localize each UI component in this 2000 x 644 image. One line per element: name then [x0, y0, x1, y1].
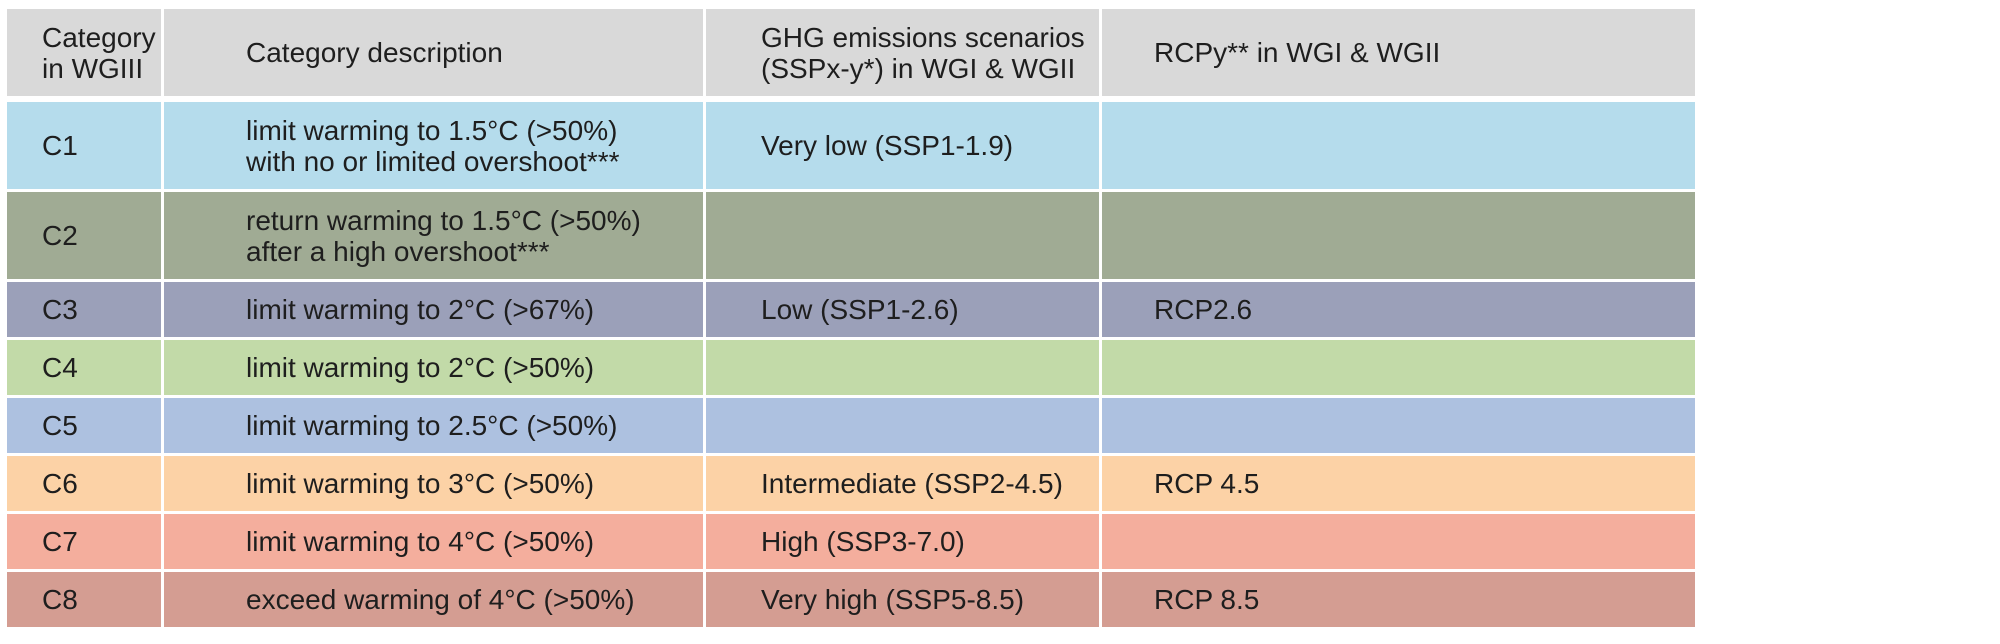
table-row: C4 limit warming to 2°C (>50%): [7, 340, 1695, 398]
rcp-cell: RCP 8.5: [1102, 572, 1695, 630]
category-description-cell: limit warming to 2.5°C (>50%): [164, 398, 706, 456]
ghg-scenario-cell: Very low (SSP1-1.9): [706, 102, 1102, 192]
rcp-cell: RCP 4.5: [1102, 456, 1695, 514]
category-description-cell: limit warming to 3°C (>50%): [164, 456, 706, 514]
header-rcp: RCPy** in WGI & WGII: [1102, 9, 1695, 102]
header-description: Category description: [164, 9, 706, 102]
rcp-cell: RCP2.6: [1102, 282, 1695, 340]
table-row: C3 limit warming to 2°C (>67%) Low (SSP1…: [7, 282, 1695, 340]
category-description-cell: exceed warming of 4°C (>50%): [164, 572, 706, 630]
ghg-scenario-cell: Low (SSP1-2.6): [706, 282, 1102, 340]
category-description-cell: return warming to 1.5°C (>50%) after a h…: [164, 192, 706, 282]
ghg-scenario-cell: High (SSP3-7.0): [706, 514, 1102, 572]
category-description-cell: limit warming to 2°C (>67%): [164, 282, 706, 340]
ghg-scenario-cell: Intermediate (SSP2-4.5): [706, 456, 1102, 514]
rcp-cell: [1102, 102, 1695, 192]
category-code-cell: C4: [7, 340, 164, 398]
category-description-cell: limit warming to 1.5°C (>50%) with no or…: [164, 102, 706, 192]
category-code-cell: C3: [7, 282, 164, 340]
category-description-cell: limit warming to 2°C (>50%): [164, 340, 706, 398]
table-row: C8 exceed warming of 4°C (>50%) Very hig…: [7, 572, 1695, 630]
header-category: Category in WGIII: [7, 9, 164, 102]
category-code-cell: C7: [7, 514, 164, 572]
header-row: Category in WGIII Category description G…: [7, 9, 1695, 102]
category-code-cell: C6: [7, 456, 164, 514]
table-header: Category in WGIII Category description G…: [7, 9, 1695, 102]
table-row: C1 limit warming to 1.5°C (>50%) with no…: [7, 102, 1695, 192]
table-body: C1 limit warming to 1.5°C (>50%) with no…: [7, 102, 1695, 630]
category-code-cell: C5: [7, 398, 164, 456]
category-code-cell: C2: [7, 192, 164, 282]
category-code-cell: C8: [7, 572, 164, 630]
table-row: C5 limit warming to 2.5°C (>50%): [7, 398, 1695, 456]
category-code-cell: C1: [7, 102, 164, 192]
scenario-category-table: Category in WGIII Category description G…: [7, 9, 1695, 630]
ghg-scenario-cell: [706, 398, 1102, 456]
rcp-cell: [1102, 340, 1695, 398]
table-row: C7 limit warming to 4°C (>50%) High (SSP…: [7, 514, 1695, 572]
category-description-cell: limit warming to 4°C (>50%): [164, 514, 706, 572]
table-row: C2 return warming to 1.5°C (>50%) after …: [7, 192, 1695, 282]
ghg-scenario-cell: [706, 192, 1102, 282]
ghg-scenario-cell: [706, 340, 1102, 398]
rcp-cell: [1102, 192, 1695, 282]
table-row: C6 limit warming to 3°C (>50%) Intermedi…: [7, 456, 1695, 514]
header-ghg-scenarios: GHG emissions scenarios (SSPx-y*) in WGI…: [706, 9, 1102, 102]
ghg-scenario-cell: Very high (SSP5-8.5): [706, 572, 1102, 630]
rcp-cell: [1102, 398, 1695, 456]
rcp-cell: [1102, 514, 1695, 572]
